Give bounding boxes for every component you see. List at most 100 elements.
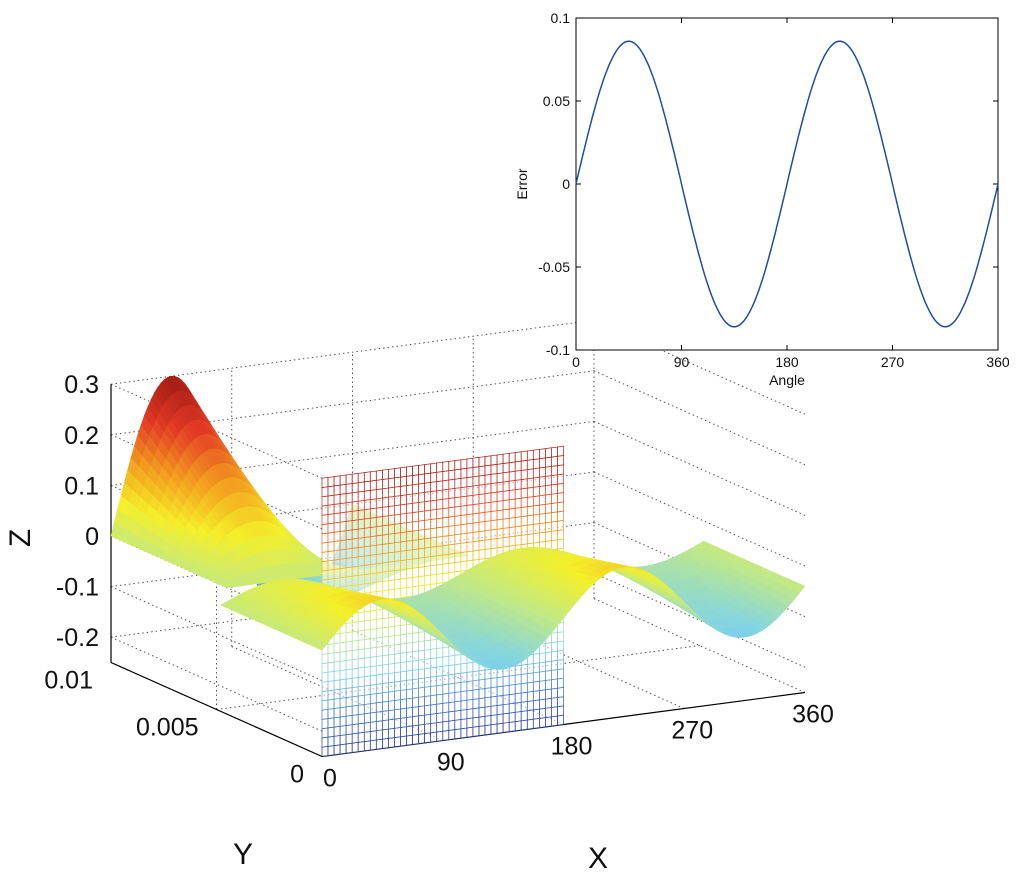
sheet-cell bbox=[514, 701, 522, 713]
sheet-cell bbox=[496, 713, 504, 725]
sheet-cell bbox=[369, 507, 377, 519]
sheet-cell bbox=[520, 469, 528, 480]
sheet-cell bbox=[375, 506, 383, 518]
sheet-cell bbox=[375, 692, 383, 704]
sheet-cell bbox=[454, 691, 462, 703]
ticks-3d: 0.3 0.2 0.1 0 -0.1 -0.2 0 0.005 0.01 0 90 180 270 360 bbox=[44, 371, 834, 792]
sheet-cell bbox=[514, 497, 522, 509]
sheet-cell bbox=[478, 474, 486, 486]
sheet-cell bbox=[442, 683, 450, 695]
sheet-cell bbox=[321, 477, 329, 488]
sheet-cell bbox=[369, 489, 377, 500]
sheet-cell bbox=[363, 471, 371, 483]
sheet-cell bbox=[369, 609, 377, 621]
surface-plot-3d: 0.30.20.10-0.1-0.200.0050.01090180270360… bbox=[4, 319, 834, 875]
x-tick-label: 180 bbox=[551, 733, 593, 761]
sheet-cell bbox=[448, 488, 456, 499]
sheet-cell bbox=[333, 688, 341, 700]
sheet-cell bbox=[412, 557, 419, 569]
sheet-cell bbox=[442, 702, 450, 714]
sheet-cell bbox=[382, 496, 389, 508]
sheet-cell bbox=[327, 569, 335, 580]
sheet-cell bbox=[351, 473, 359, 484]
sheet-cell bbox=[369, 730, 377, 742]
sheet-cell bbox=[412, 576, 419, 588]
sheet-cell bbox=[363, 480, 371, 492]
sheet-cell bbox=[400, 559, 407, 571]
sheet-cell bbox=[484, 529, 492, 541]
sheet-cell bbox=[357, 629, 365, 641]
sheet-cell bbox=[490, 519, 498, 531]
sheet-cell bbox=[369, 479, 377, 491]
sheet-cell bbox=[339, 576, 347, 588]
sheet-cell bbox=[539, 448, 546, 460]
sheet-cell bbox=[363, 619, 371, 631]
sheet-cell bbox=[424, 546, 432, 558]
inset-x-tick-label: 0 bbox=[572, 354, 580, 370]
sheet-cell bbox=[545, 660, 552, 672]
sheet-cell bbox=[508, 517, 516, 528]
sheet-cell bbox=[388, 523, 395, 535]
sheet-cell bbox=[484, 696, 492, 708]
sheet-cell bbox=[418, 473, 425, 485]
sheet-cell bbox=[375, 525, 383, 537]
sheet-cell bbox=[454, 524, 462, 536]
sheet-cell bbox=[551, 641, 558, 653]
sheet-cell bbox=[345, 538, 353, 550]
sheet-cell bbox=[394, 495, 401, 507]
sheet-cell bbox=[327, 541, 335, 552]
sheet-cell bbox=[333, 707, 341, 719]
sheet-cell bbox=[436, 461, 444, 473]
sheet-cell bbox=[333, 531, 341, 542]
sheet-cell bbox=[394, 560, 401, 571]
sheet-cell bbox=[327, 671, 335, 682]
sheet-cell bbox=[557, 696, 564, 708]
sheet-cell bbox=[532, 699, 540, 711]
sheet-cell bbox=[406, 558, 413, 570]
sheet-cell bbox=[490, 463, 498, 475]
sheet-cell bbox=[400, 550, 407, 561]
sheet-cell bbox=[526, 505, 534, 517]
sheet-cell bbox=[520, 506, 528, 518]
sheet-cell bbox=[539, 457, 546, 469]
sheet-cell bbox=[526, 672, 534, 684]
sheet-cell bbox=[375, 720, 383, 732]
sheet-cell bbox=[442, 646, 450, 658]
sheet-cell bbox=[327, 689, 335, 701]
sheet-cell bbox=[532, 486, 540, 497]
sheet-cell bbox=[394, 717, 401, 729]
sheet-cell bbox=[490, 473, 498, 484]
sheet-cell bbox=[333, 540, 341, 552]
sheet-cell bbox=[526, 486, 534, 498]
sheet-cell bbox=[460, 699, 468, 711]
sheet-cell bbox=[496, 463, 504, 474]
sheet-cell bbox=[545, 651, 552, 663]
sheet-cell bbox=[436, 480, 444, 492]
sheet-cell bbox=[418, 519, 425, 531]
y-tick-label: 0 bbox=[290, 761, 304, 789]
sheet-cell bbox=[351, 732, 359, 744]
sheet-cell bbox=[321, 736, 329, 748]
sheet-cell bbox=[551, 706, 558, 718]
sheet-cell bbox=[514, 711, 522, 722]
sheet-cell bbox=[557, 705, 564, 717]
sheet-cell bbox=[357, 518, 365, 530]
z-tick-label: 0.3 bbox=[64, 371, 99, 399]
sheet-cell bbox=[557, 473, 564, 485]
sheet-cell bbox=[460, 560, 468, 572]
sheet-cell bbox=[375, 562, 383, 574]
sheet-cell bbox=[327, 504, 335, 515]
sheet-cell bbox=[363, 740, 371, 752]
sheet-cell bbox=[351, 500, 359, 512]
sheet-cell bbox=[418, 482, 425, 494]
sheet-cell bbox=[418, 538, 425, 550]
sheet-cell bbox=[333, 577, 341, 589]
sheet-cell bbox=[424, 676, 432, 688]
sheet-cell bbox=[418, 733, 425, 745]
sheet-cell bbox=[412, 650, 419, 662]
sheet-cell bbox=[388, 505, 395, 517]
sheet-cell bbox=[339, 743, 347, 755]
sheet-cell bbox=[394, 652, 401, 664]
sheet-cell bbox=[484, 668, 492, 680]
sheet-cell bbox=[412, 696, 419, 708]
